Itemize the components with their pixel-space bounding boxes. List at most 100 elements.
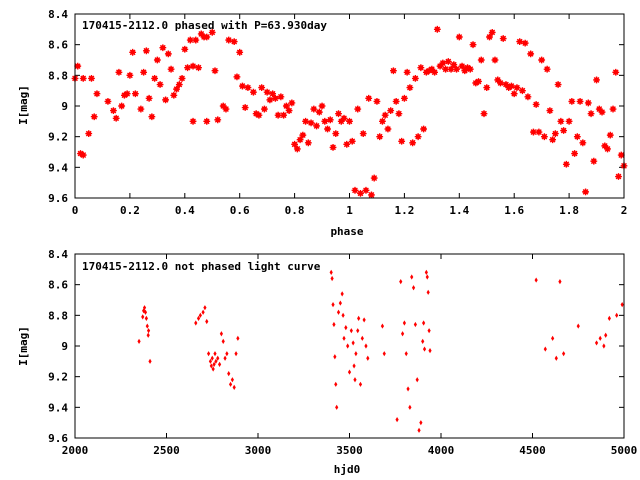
phased-data-point (499, 35, 507, 42)
phased-y-tick-label: 8.8 (48, 69, 68, 82)
phased-data-point (340, 114, 348, 122)
unphased-data-point (411, 285, 416, 291)
phased-data-point (540, 133, 548, 141)
phased-data-point (244, 84, 252, 91)
unphased-data-point (358, 381, 363, 387)
phased-data-point (189, 117, 197, 125)
phased-data-point (313, 122, 320, 130)
unphased-data-point (428, 348, 432, 354)
phased-data-point (513, 84, 521, 91)
phased-data-point (444, 58, 452, 65)
unphased-y-tick-label: 9.6 (48, 432, 68, 445)
phased-data-point (175, 81, 183, 88)
unphased-data-point (352, 363, 356, 369)
phased-data-point (615, 173, 622, 180)
unphased-plot-title: 170415-2112.0 not phased light curve (82, 260, 321, 273)
phased-data-point (250, 88, 257, 96)
phased-data-point (181, 45, 189, 53)
phased-data-point (148, 113, 156, 121)
unphased-data-point (427, 328, 431, 334)
phased-data-point (153, 56, 161, 64)
unphased-y-axis-label: I[mag] (17, 326, 30, 366)
phased-data-point (167, 65, 175, 73)
phased-data-point (258, 84, 266, 91)
phased-y-tick-label: 9.2 (48, 131, 68, 144)
phased-data-point (271, 94, 279, 102)
phased-data-point (137, 105, 145, 113)
phased-data-point (510, 90, 518, 98)
unphased-y-tick-label: 8.4 (48, 248, 68, 261)
phased-x-tick-label: 0.4 (175, 204, 195, 217)
phased-data-point (178, 75, 186, 82)
phased-data-point (343, 140, 351, 148)
unphased-data-point (424, 269, 428, 275)
phased-plot-frame (74, 13, 625, 199)
phased-data-point (568, 98, 576, 105)
phased-x-tick-label: 1.4 (449, 204, 469, 217)
unphased-data-point (349, 328, 353, 334)
unphased-x-tick-label: 3500 (336, 444, 363, 457)
phased-data-point (354, 105, 362, 113)
unphased-data-point (228, 381, 233, 387)
phased-data-point (508, 82, 515, 90)
unphased-data-point (146, 328, 151, 334)
phased-data-point (442, 65, 449, 73)
unphased-data-point (562, 351, 566, 357)
phased-data-point (579, 139, 587, 147)
unphased-data-points (137, 269, 624, 433)
unphased-data-point (395, 417, 399, 423)
phased-data-point (131, 90, 139, 98)
unphased-data-point (400, 331, 405, 337)
unphased-data-point (594, 340, 599, 346)
phased-data-point (384, 125, 392, 133)
phased-data-point (455, 33, 463, 41)
phased-x-tick-label: 0.8 (285, 204, 305, 217)
unphased-data-point (402, 320, 406, 326)
phased-data-point (321, 117, 329, 125)
phased-data-point (93, 90, 101, 98)
phased-x-tick-label: 2 (621, 204, 628, 217)
phased-data-point (516, 38, 524, 45)
unphased-data-point (225, 351, 229, 357)
phased-data-point (359, 130, 367, 137)
unphased-data-point (148, 358, 152, 364)
unphased-data-point (554, 355, 558, 361)
unphased-data-point (206, 351, 211, 357)
unphased-data-point (221, 338, 225, 344)
unphased-data-point (213, 351, 217, 357)
unphased-data-point (145, 323, 149, 329)
phased-data-point (483, 84, 491, 91)
phased-data-point (554, 81, 562, 88)
phased-data-point (466, 65, 474, 73)
unphased-y-tick-label: 8.8 (48, 309, 68, 322)
unphased-data-point (351, 340, 355, 346)
unphased-data-point (219, 331, 223, 337)
phased-y-tick-label: 8.6 (48, 39, 68, 52)
unphased-data-point (331, 302, 335, 308)
unphased-data-point (353, 377, 357, 383)
phased-x-tick-label: 1.8 (559, 204, 579, 217)
unphased-data-point (598, 335, 602, 341)
unphased-light-curve-plot: 2000 2500 3000 3500 4000 4500 5000 8.4 8.6 8.8 9 9.… (17, 248, 637, 476)
phased-data-point (362, 186, 370, 194)
phased-data-point (110, 107, 117, 114)
phased-data-point (497, 79, 504, 87)
unphased-x-tick-label: 3000 (245, 444, 272, 457)
phased-x-axis-label: phase (330, 225, 363, 238)
phased-x-tick-label: 0.6 (230, 204, 250, 217)
phased-data-point (156, 81, 164, 88)
unphased-data-point (341, 312, 345, 318)
phased-data-point (390, 67, 397, 75)
phased-data-point (543, 65, 551, 73)
unphased-data-point (534, 277, 538, 283)
unphased-x-tick-label: 2000 (62, 444, 89, 457)
unphased-data-point (141, 314, 145, 320)
phased-data-point (370, 174, 378, 182)
phased-data-point (453, 65, 460, 73)
phased-data-point (458, 62, 466, 70)
phased-data-point (285, 107, 293, 114)
phased-data-point (164, 50, 172, 58)
phased-data-point (521, 39, 529, 47)
unphased-data-point (342, 335, 346, 341)
